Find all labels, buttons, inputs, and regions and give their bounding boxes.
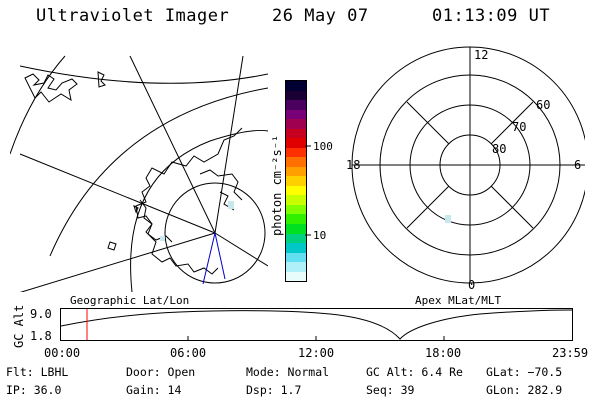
polar-plot: 12 18 6 0 60 70 80 [346,46,585,290]
color-bar-swatch [286,233,306,244]
color-bar-swatch [286,185,306,196]
color-bar-swatch [286,147,306,158]
status-glon: GLon: 282.9 [486,383,563,397]
coastline [135,127,243,243]
altitude-ylabel: GC Alt [12,304,26,348]
color-bar-swatch [286,128,306,139]
color-bar-swatch [286,214,306,224]
longitude-line [19,232,216,292]
latitude-arc [49,87,268,257]
color-bar-swatch [286,243,306,253]
longitude-line [214,232,268,267]
coastline [97,71,106,88]
color-bar-swatch [286,176,306,186]
color-bar-swatch [286,81,306,91]
status-dsp: Dsp: 1.7 [246,383,302,397]
polar-diagonal [490,101,534,145]
color-bar-swatch [286,109,306,120]
color-bar-swatch [286,90,306,101]
status-ip: IP: 36.0 [6,383,62,397]
polar-diagonal [406,101,450,145]
polar-diagonal [490,185,534,229]
color-bar-tick-100: 100 [313,140,333,153]
color-bar-swatch [286,271,306,282]
status-gc-alt: GC Alt: 6.4 Re [366,365,463,379]
status-door: Door: Open [126,365,196,379]
coastline [107,241,117,251]
time-label: 01:13:09 UT [432,6,551,26]
coastline [24,73,78,103]
mlt-label-12: 12 [474,48,488,62]
longitude-line [214,55,244,234]
color-bar-tick-10: 10 [313,229,327,242]
color-bar-swatch [286,252,306,263]
altitude-ytick-max: 9.0 [30,307,52,321]
color-bar-ticks [305,145,311,236]
instrument-title: Ultraviolet Imager [36,6,230,26]
color-bar-swatch [286,100,306,110]
mlt-label-6: 6 [574,158,581,172]
color-bar-unit-label: photon cm⁻²s⁻¹ [270,134,284,236]
color-bar-swatch [286,204,306,215]
altitude-ytick-min: 1.8 [30,329,52,343]
color-bar-swatch [286,262,306,272]
coastline [139,199,219,275]
status-seq: Seq: 39 [366,383,415,397]
color-bar-swatch [286,119,306,129]
status-filter: Flt: LBHL [6,365,69,379]
geographic-label: Geographic Lat/Lon [70,294,190,307]
status-glat: GLat: −70.5 [486,365,563,379]
status-mode: Mode: Normal [246,365,330,379]
aurora-speck [160,236,165,241]
trajectory-line [202,232,216,285]
altitude-xtick-2: 12:00 [298,346,335,360]
lat-label-70: 70 [512,120,526,134]
mlt-label-0: 0 [468,278,475,290]
altitude-plot [60,308,573,341]
altitude-xtick-0: 00:00 [44,346,81,360]
aurora-speck [445,215,451,223]
date-label: 26 May 07 [272,6,369,26]
color-bar-swatch [286,166,306,177]
color-bar-swatch [286,195,306,205]
latitude-arc [10,55,66,155]
color-bar [285,80,307,282]
lat-label-60: 60 [536,98,550,112]
geographic-map [10,55,268,292]
polar-diagonal [406,185,450,229]
altitude-xtick-4: 23:59 [552,346,589,360]
color-bar-swatch [286,223,306,234]
longitude-line [129,55,216,234]
latitude-arc [19,65,268,84]
coastline [133,205,139,214]
aurora-speck [228,201,234,209]
lat-label-80: 80 [492,142,506,156]
latitude-circle [164,182,266,284]
color-bar-swatch [286,157,306,167]
altitude-xtick-3: 18:00 [425,346,462,360]
mlt-label-18: 18 [346,158,360,172]
trajectory-line [214,232,226,280]
coastline [199,169,243,201]
longitude-line [19,153,216,234]
altitude-xtick-1: 06:00 [170,346,207,360]
altitude-curve [60,309,573,340]
latitude-arc [130,130,268,292]
altitude-plot-frame [60,308,573,341]
polar-label: Apex MLat/MLT [415,294,502,307]
color-bar-swatch [286,138,306,148]
status-gain: Gain: 14 [126,383,182,397]
